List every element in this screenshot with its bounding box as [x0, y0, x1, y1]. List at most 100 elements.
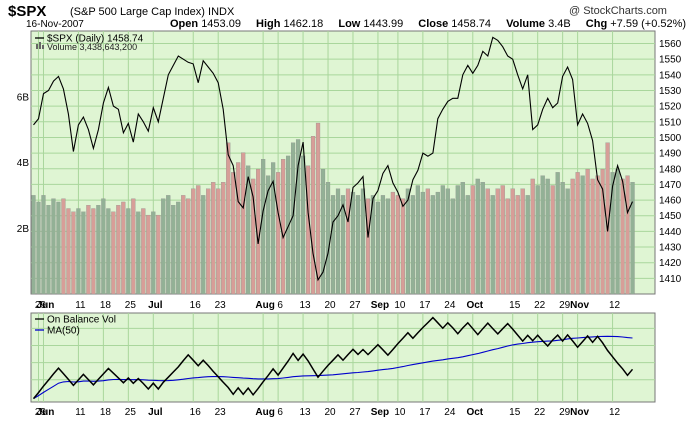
quote-line: Open 1453.09 High 1462.18 Low 1443.99 Cl… — [170, 18, 698, 30]
open-value: 1453.09 — [201, 18, 241, 30]
volume-bar — [450, 198, 455, 295]
low-value: 1443.99 — [363, 18, 404, 30]
volume-bar — [510, 188, 515, 295]
price-x-tick-label: 27 — [349, 300, 361, 311]
volume-tick-label: 4B — [17, 158, 30, 169]
indicator-x-tick-label: Nov — [570, 407, 589, 418]
volume-bar — [146, 214, 151, 295]
price-tick-label: 1470 — [659, 180, 682, 191]
volume-bar — [166, 195, 171, 295]
volume-bar — [420, 191, 425, 295]
change-label: Chg — [585, 18, 608, 30]
price-tick-label: 1500 — [659, 133, 682, 144]
symbol: $SPX — [8, 3, 47, 20]
volume-bar — [615, 168, 620, 295]
price-tick-label: 1510 — [659, 117, 682, 128]
volume-bar — [460, 182, 465, 295]
volume-bar — [161, 198, 166, 295]
volume-bar — [211, 182, 216, 295]
volume-value: 3.4B — [548, 18, 571, 30]
volume-bar — [405, 188, 410, 295]
high-label: High — [256, 18, 281, 30]
volume-bar — [171, 205, 176, 295]
volume-bar — [410, 195, 415, 295]
volume-bar — [440, 185, 445, 295]
volume-bar — [530, 178, 535, 295]
price-x-tick-label: 17 — [419, 300, 431, 311]
price-x-tick-label: 20 — [324, 300, 336, 311]
volume-bar — [625, 175, 630, 295]
price-tick-label: 1450 — [659, 211, 682, 222]
price-x-tick-label: 25 — [125, 300, 137, 311]
indicator-x-tick-label: 20 — [324, 407, 336, 418]
volume-legend-label: Volume 3,438,643,200 — [47, 42, 137, 52]
price-tick-label: 1410 — [659, 274, 682, 285]
volume-bar — [186, 198, 191, 295]
volume-tick-label: 2B — [17, 224, 30, 235]
volume-legend-marker — [36, 44, 38, 49]
price-series-line — [33, 36, 634, 282]
indicator-x-tick-label: 22 — [534, 407, 546, 418]
volume-bar — [580, 175, 585, 295]
volume-bar — [320, 168, 326, 295]
volume-quote: Volume 3.4B — [506, 18, 577, 30]
volume-bar — [560, 182, 565, 295]
volume-bar — [435, 191, 440, 295]
price-tick-label: 1440 — [659, 227, 682, 238]
volume-bar — [555, 172, 560, 295]
low-label: Low — [338, 18, 361, 30]
index-name: (S&P 500 Large Cap Index) INDX — [70, 6, 234, 18]
volume-bar — [131, 198, 136, 295]
price-panel: 1410 1420 1430 1440 1450 1460 1470 1480 1490 1500… — [17, 30, 682, 311]
indicator-x-tick-label: 17 — [419, 407, 431, 418]
volume-bar — [201, 195, 206, 295]
price-tick-label: 1460 — [659, 196, 682, 207]
indicator-x-tick-label: 16 — [190, 407, 202, 418]
volume-bar — [475, 178, 480, 295]
price-x-tick-label: 22 — [534, 300, 546, 311]
price-x-tick-label: 15 — [509, 300, 521, 311]
volume-bar — [226, 142, 231, 295]
close-value: 1458.74 — [451, 18, 492, 30]
volume-bar — [285, 155, 291, 295]
volume-bar — [465, 195, 470, 295]
volume-bar — [565, 188, 570, 295]
obv-line — [32, 316, 634, 400]
price-x-tick-label: Jun — [37, 300, 55, 311]
price-x-tick-label: 12 — [609, 300, 621, 311]
volume-bar — [335, 188, 341, 295]
volume-bar — [330, 195, 336, 295]
price-x-tick-label: Sep — [371, 300, 389, 311]
indicator-x-tick-label: Aug — [255, 407, 274, 418]
volume-bar — [221, 182, 226, 295]
volume-bar — [181, 195, 186, 295]
indicator-x-tick-label: 6 — [277, 407, 283, 418]
volume-bar — [515, 195, 520, 295]
volume-bar — [630, 182, 635, 295]
price-x-tick-label: 29 — [35, 300, 47, 311]
volume-bar — [121, 201, 126, 295]
volume-bar — [101, 198, 106, 295]
volume-bar — [415, 185, 420, 295]
volume-bar — [430, 195, 435, 295]
volume-bar — [490, 195, 495, 295]
volume-bar — [116, 205, 121, 295]
volume-bar — [470, 185, 475, 295]
volume-bar — [400, 198, 406, 295]
indicator-x-tick-label: 11 — [75, 407, 86, 418]
volume-bar — [156, 214, 161, 295]
volume-bar — [575, 172, 580, 295]
price-x-tick-label: Oct — [466, 300, 483, 311]
volume-bar — [56, 201, 61, 295]
ma50-line — [33, 335, 633, 400]
volume-bar — [91, 208, 96, 295]
indicator-x-tick-label: 24 — [444, 407, 456, 418]
volume-bar — [96, 205, 101, 295]
price-tick-label: 1550 — [659, 55, 682, 66]
volume-bar — [390, 191, 396, 295]
volume-bar — [350, 191, 356, 295]
volume-tick-label: 6B — [17, 92, 30, 103]
volume-bar — [360, 188, 366, 295]
volume-bar — [425, 188, 430, 295]
volume-bar — [280, 159, 286, 295]
